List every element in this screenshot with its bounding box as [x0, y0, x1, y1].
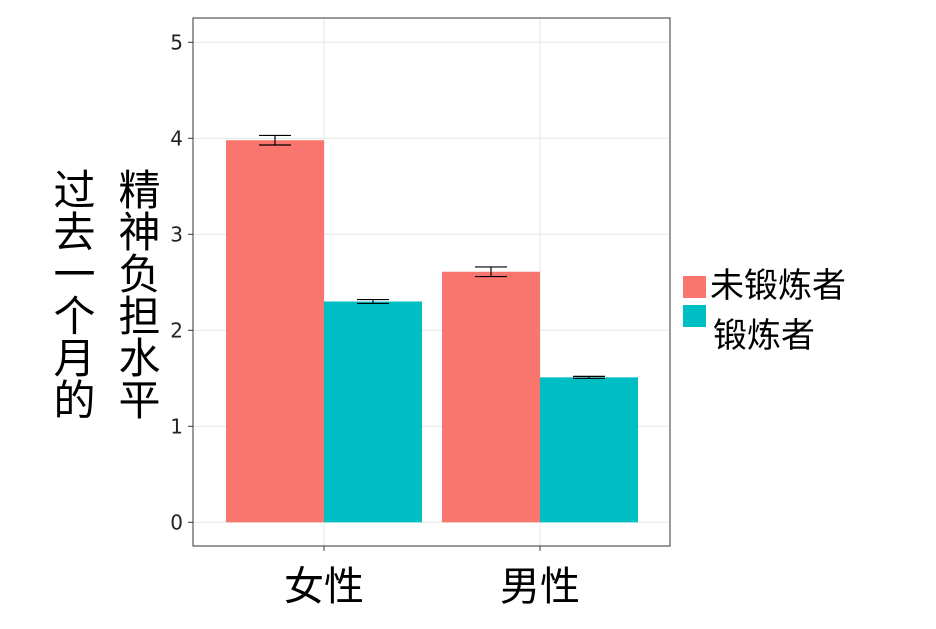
y-tick-label: 5	[170, 30, 183, 54]
legend-swatch-untrained	[683, 276, 706, 298]
y-axis-title-line-2: 精神负担水平	[112, 168, 161, 420]
y-tick-label: 3	[170, 222, 183, 246]
y-tick-label: 1	[170, 414, 183, 438]
legend-label-trained: 锻炼者	[713, 316, 815, 356]
x-tick-label: 女性	[284, 564, 364, 610]
y-tick-label: 4	[170, 126, 183, 150]
bar	[226, 140, 324, 523]
legend-swatch-trained	[683, 305, 706, 327]
y-tick-label: 0	[170, 510, 183, 534]
bar	[324, 301, 422, 523]
y-tick-label: 2	[170, 318, 183, 342]
y-axis-title-line-1: 过去一个月的	[47, 168, 96, 420]
x-tick-label: 男性	[500, 564, 580, 610]
legend-label-untrained: 未锻炼者	[710, 266, 846, 306]
bar	[540, 377, 638, 523]
bar	[442, 271, 540, 523]
panel-border	[192, 17, 671, 547]
